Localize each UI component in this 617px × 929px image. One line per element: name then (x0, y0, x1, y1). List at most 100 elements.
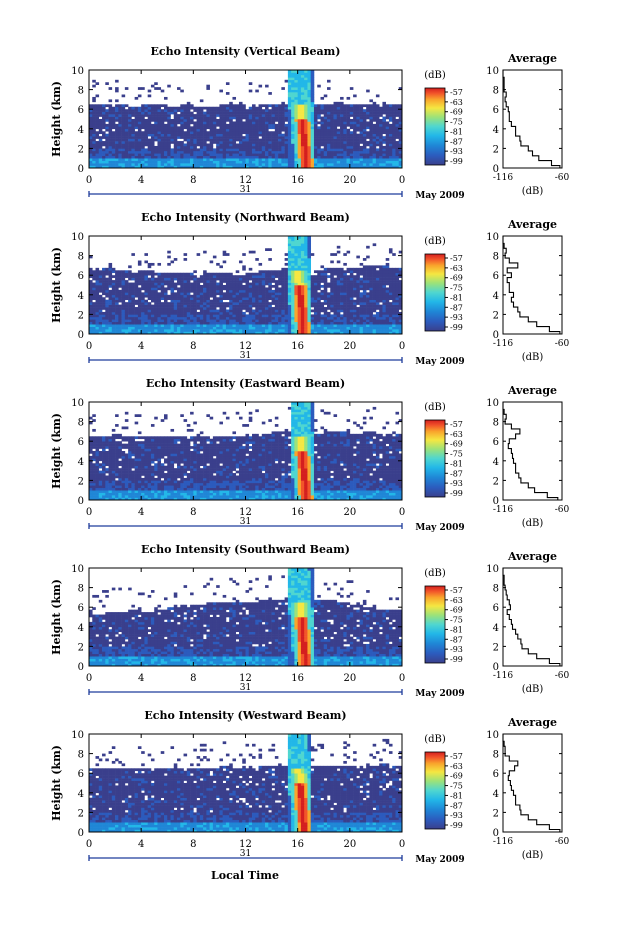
heatmap-cell (177, 331, 181, 334)
heatmap-cell (157, 321, 162, 325)
heatmap-cell (232, 158, 237, 161)
heatmap-cell (134, 148, 139, 152)
heatmap-cell (196, 114, 201, 117)
heatmap-cell (281, 138, 285, 142)
heatmap-cell (271, 114, 276, 117)
heatmap-cell (336, 324, 341, 327)
heatmap-cell (323, 316, 328, 320)
chart-title: Echo Intensity (Vertical Beam) (150, 45, 340, 58)
heatmap-cell (255, 158, 259, 161)
heatmap-cell (320, 165, 325, 168)
heatmap-cell (294, 148, 298, 152)
heatmap-cell (180, 111, 184, 115)
heatmap-cell (372, 126, 377, 130)
heatmap-cell (137, 119, 142, 122)
heatmap-cell (105, 319, 109, 323)
heatmap-cell (349, 282, 354, 286)
heatmap-cell (317, 299, 321, 303)
heatmap-cell (313, 314, 318, 318)
heatmap-cell (209, 272, 214, 276)
heatmap-cell (137, 165, 142, 168)
heatmap-cell (170, 163, 175, 166)
heatmap-cell (141, 148, 145, 152)
heatmap-cell (102, 150, 106, 154)
heatmap-cell (225, 131, 230, 134)
heatmap-cell (95, 160, 100, 164)
heatmap-cell (362, 285, 367, 288)
heatmap-cell (108, 126, 113, 130)
heatmap-cell (229, 289, 233, 293)
heatmap-cell (209, 294, 214, 298)
heatmap-cell (313, 321, 318, 325)
heatmap-cell (287, 297, 292, 300)
heatmap-cell (294, 260, 298, 264)
heatmap-cell (284, 111, 289, 115)
heatmap-cell (131, 119, 135, 122)
heatmap-cell (248, 123, 253, 127)
heatmap-cell (265, 121, 269, 125)
heatmap-cell (372, 119, 377, 122)
heatmap-cell (359, 280, 364, 283)
heatmap-cell (177, 326, 181, 330)
heatmap-cell (137, 287, 142, 291)
heatmap-cell (229, 165, 233, 168)
heatmap-cell (212, 285, 217, 288)
heatmap-cell (222, 114, 227, 117)
heatmap-cell (278, 138, 282, 142)
heatmap-cell (327, 329, 331, 332)
heatmap-cell (284, 314, 289, 318)
heatmap-cell (310, 77, 315, 81)
heatmap-cell (137, 87, 142, 90)
heatmap-cell (167, 319, 171, 323)
heatmap-cell (95, 326, 100, 330)
heatmap-cell (186, 123, 191, 127)
heatmap-cell (222, 133, 227, 137)
heatmap-cell (379, 153, 383, 157)
heatmap-cell (216, 106, 220, 110)
heatmap-cell (108, 148, 113, 152)
heatmap-cell (343, 287, 347, 291)
heatmap-cell (346, 277, 351, 281)
heatmap-cell (167, 324, 171, 327)
heatmap-cell (372, 326, 377, 330)
heatmap-cell (111, 143, 116, 147)
heatmap-cell (313, 292, 318, 296)
heatmap-cell (261, 126, 266, 130)
heatmap-cell (157, 148, 162, 152)
heatmap-cell (346, 289, 351, 293)
heatmap-cell (144, 150, 148, 154)
heatmap-cell (128, 138, 132, 142)
heatmap-cell (255, 165, 259, 168)
heatmap-cell (232, 136, 237, 139)
heatmap-cell (284, 302, 289, 305)
heatmap-cell (310, 106, 315, 110)
heatmap-cell (323, 145, 328, 149)
heatmap-cell (92, 109, 96, 112)
heatmap-cell (206, 150, 210, 154)
heatmap-cell (242, 155, 246, 159)
heatmap-cell (297, 155, 302, 159)
heatmap-cell (186, 292, 191, 296)
heatmap-cell (137, 280, 142, 283)
heatmap-cell (265, 270, 269, 274)
heatmap-cell (252, 150, 256, 154)
heatmap-cell (134, 96, 139, 100)
heatmap-cell (349, 311, 354, 315)
heatmap-cell (147, 287, 152, 291)
heatmap-cell (124, 331, 129, 334)
heatmap-cell (235, 133, 240, 137)
heatmap-cell (183, 138, 188, 142)
heatmap-cell (366, 302, 370, 305)
heatmap-cell (124, 87, 129, 90)
heatmap-cell (131, 165, 135, 168)
heatmap-cell (291, 238, 295, 242)
heatmap-cell (265, 153, 269, 157)
heatmap-cell (157, 116, 162, 120)
heatmap-cell (340, 280, 344, 283)
heatmap-cell (206, 314, 210, 318)
heatmap-cell (327, 104, 331, 108)
heatmap-cell (193, 329, 197, 332)
heatmap-cell (265, 123, 269, 127)
heatmap-cell (157, 272, 162, 276)
heatmap-cell (375, 131, 380, 134)
